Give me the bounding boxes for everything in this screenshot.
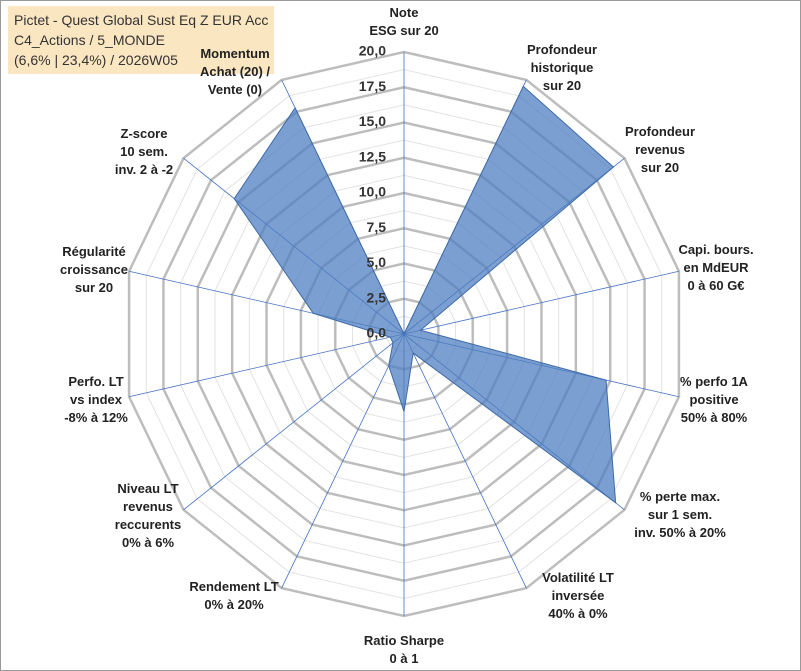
axis-label: Profondeur historique sur 20	[526, 42, 598, 93]
axis-label: Rendement LT 0% à 20%	[189, 579, 279, 612]
axis-label: Ratio Sharpe 0 à 1	[363, 633, 445, 666]
chart-title: Pictet - Quest Global Sust Eq Z EUR Acc …	[8, 6, 275, 74]
axis-label: Z-score 10 sem. inv. 2 à -2	[114, 126, 174, 177]
spoke	[403, 270, 680, 335]
y-tick-label: 20,0	[359, 43, 386, 59]
axis-label: Note ESG sur 20	[369, 5, 439, 38]
y-tick-label: 0,0	[367, 325, 387, 341]
y-tick-label: 5,0	[367, 254, 387, 270]
y-tick-label: 15,0	[359, 113, 386, 129]
axis-label: Régularité croissance sur 20	[60, 244, 128, 295]
spoke	[128, 333, 405, 398]
spoke	[281, 333, 405, 589]
y-tick-label: 2,5	[367, 289, 387, 305]
axis-label: Capi. bours. en MdEUR 0 à 60 G€	[678, 242, 754, 293]
spoke	[183, 333, 405, 511]
y-tick-label: 7,5	[367, 219, 387, 235]
axis-label: Perfo. LT vs index -8% à 12%	[64, 374, 128, 425]
axis-label: Niveau LT revenus reccurents 0% à 6%	[114, 481, 182, 550]
axis-label: Volatilité LT inversée 40% à 0%	[542, 570, 614, 621]
axis-label: % perfo 1A positive 50% à 80%	[680, 374, 748, 425]
y-tick-label: 10,0	[359, 184, 386, 200]
axis-label: Profondeur revenus sur 20	[624, 124, 696, 175]
y-tick-label: 12,5	[359, 148, 386, 164]
spoke	[403, 333, 527, 589]
radar-area	[233, 85, 617, 504]
axis-label: Momentum Achat (20) / Vente (0)	[199, 46, 271, 97]
axis-label: % perte max. sur 1 sem. inv. 50% à 20%	[634, 489, 726, 540]
y-tick-label: 17,5	[359, 78, 386, 94]
